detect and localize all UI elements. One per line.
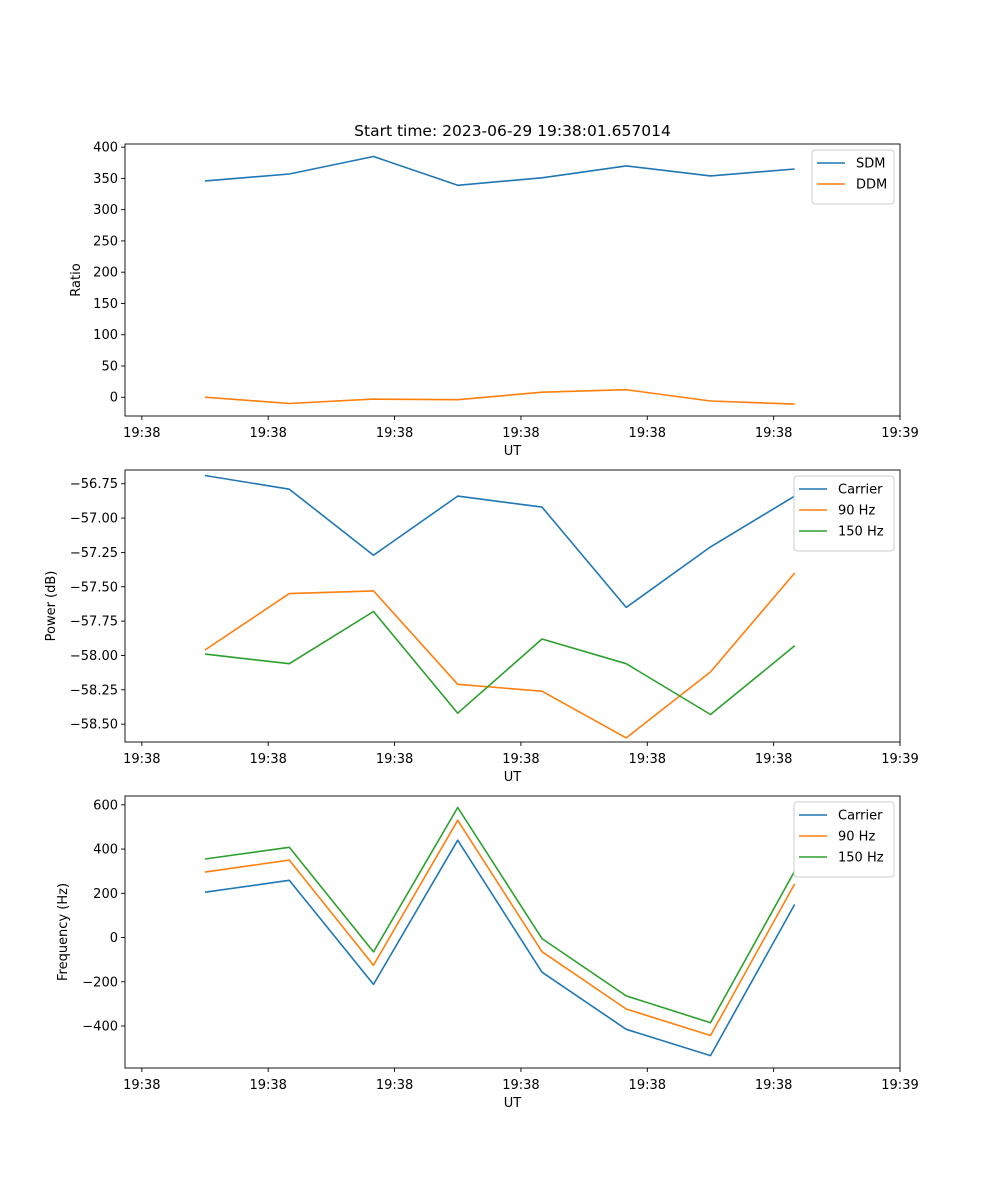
x-tick-label: 19:38 <box>629 426 666 441</box>
x-tick-label: 19:38 <box>123 426 160 441</box>
y-tick-label: 300 <box>93 203 118 218</box>
series-line-90-hz <box>204 572 796 739</box>
y-tick-label: 250 <box>93 234 118 249</box>
chart-panel-3: 19:38 19:38 19:38 19:38 19:38 19:38 19:39 −400 −… <box>56 795 919 1111</box>
legend-label: Carrier <box>838 809 883 824</box>
y-tick-label: −200 <box>82 975 118 990</box>
axes-frame <box>124 795 901 1069</box>
chart-panel-2: 19:38 19:38 19:38 19:38 19:38 19:38 19:39 −58.5… <box>44 469 919 785</box>
legend-label: Carrier <box>838 483 883 498</box>
legend: SDM DDM <box>811 149 895 205</box>
y-tick-label: 50 <box>101 359 118 374</box>
x-axis-label: UT <box>504 444 522 459</box>
x-tick-label: 19:38 <box>755 426 792 441</box>
chart-panel-1: 19:38 19:38 19:38 19:38 19:38 19:38 19:39 0 50 10… <box>69 141 919 459</box>
y-tick-label: 150 <box>93 297 118 312</box>
legend: Carrier 90 Hz 150 Hz <box>793 475 895 552</box>
y-tick-label: 400 <box>93 843 118 858</box>
y-tick-label: −400 <box>82 1019 118 1034</box>
x-tick-label: 19:38 <box>376 426 413 441</box>
legend-label: 150 Hz <box>838 525 884 540</box>
y-tick-label: −57.50 <box>70 580 118 595</box>
y-axis-label: Frequency (Hz) <box>56 883 71 981</box>
legend-label: 90 Hz <box>838 504 875 519</box>
y-tick-label: −56.75 <box>70 477 118 492</box>
y-tick-label: −58.00 <box>70 649 118 664</box>
legend-label: DDM <box>856 178 887 193</box>
y-tick-label: 200 <box>93 887 118 902</box>
y-tick-label: 0 <box>110 391 118 406</box>
x-tick-label: 19:38 <box>755 1078 792 1093</box>
x-tick-label: 19:38 <box>755 752 792 767</box>
y-tick-label: 400 <box>93 141 118 156</box>
x-tick-label: 19:38 <box>376 752 413 767</box>
y-tick-label: −58.25 <box>70 683 118 698</box>
x-tick-label: 19:38 <box>249 1078 286 1093</box>
series-line-90-hz <box>204 819 796 1037</box>
x-tick-label: 19:39 <box>881 752 918 767</box>
x-tick-label: 19:38 <box>629 1078 666 1093</box>
x-axis-label: UT <box>504 1096 522 1111</box>
series-line-carrier <box>204 839 796 1057</box>
legend-box <box>793 475 895 552</box>
x-tick-label: 19:38 <box>502 426 539 441</box>
y-tick-label: 0 <box>110 931 118 946</box>
series-line-carrier <box>204 474 796 609</box>
x-tick-label: 19:38 <box>502 752 539 767</box>
x-tick-label: 19:38 <box>123 752 160 767</box>
axes-frame <box>124 469 901 743</box>
series-line-ddm <box>204 388 795 405</box>
x-tick-label: 19:38 <box>629 752 666 767</box>
legend-label: 90 Hz <box>838 830 875 845</box>
x-tick-label: 19:38 <box>376 1078 413 1093</box>
x-tick-label: 19:38 <box>502 1078 539 1093</box>
legend-box <box>793 801 895 878</box>
legend-label: SDM <box>856 157 885 172</box>
y-axis-label: Ratio <box>69 263 84 296</box>
chart-title: Start time: 2023-06-29 19:38:01.657014 <box>354 122 671 140</box>
y-tick-label: −58.50 <box>70 718 118 733</box>
y-tick-label: −57.25 <box>70 546 118 561</box>
y-axis-label: Power (dB) <box>44 571 59 642</box>
x-tick-label: 19:38 <box>249 752 286 767</box>
legend-label: 150 Hz <box>838 851 884 866</box>
series-line-150-hz <box>204 806 796 1024</box>
y-tick-label: 100 <box>93 328 118 343</box>
y-tick-label: 350 <box>93 172 118 187</box>
axes-frame <box>124 143 901 417</box>
y-tick-label: 600 <box>93 798 118 813</box>
y-tick-label: 200 <box>93 266 118 281</box>
legend: Carrier 90 Hz 150 Hz <box>793 801 895 878</box>
series-line-150-hz <box>204 610 796 716</box>
y-tick-label: −57.75 <box>70 615 118 630</box>
x-axis-label: UT <box>504 770 522 785</box>
x-tick-label: 19:38 <box>123 1078 160 1093</box>
series-line-sdm <box>204 155 795 187</box>
x-tick-label: 19:39 <box>881 1078 918 1093</box>
x-tick-label: 19:38 <box>249 426 286 441</box>
x-tick-label: 19:39 <box>881 426 918 441</box>
y-tick-label: −57.00 <box>70 512 118 527</box>
